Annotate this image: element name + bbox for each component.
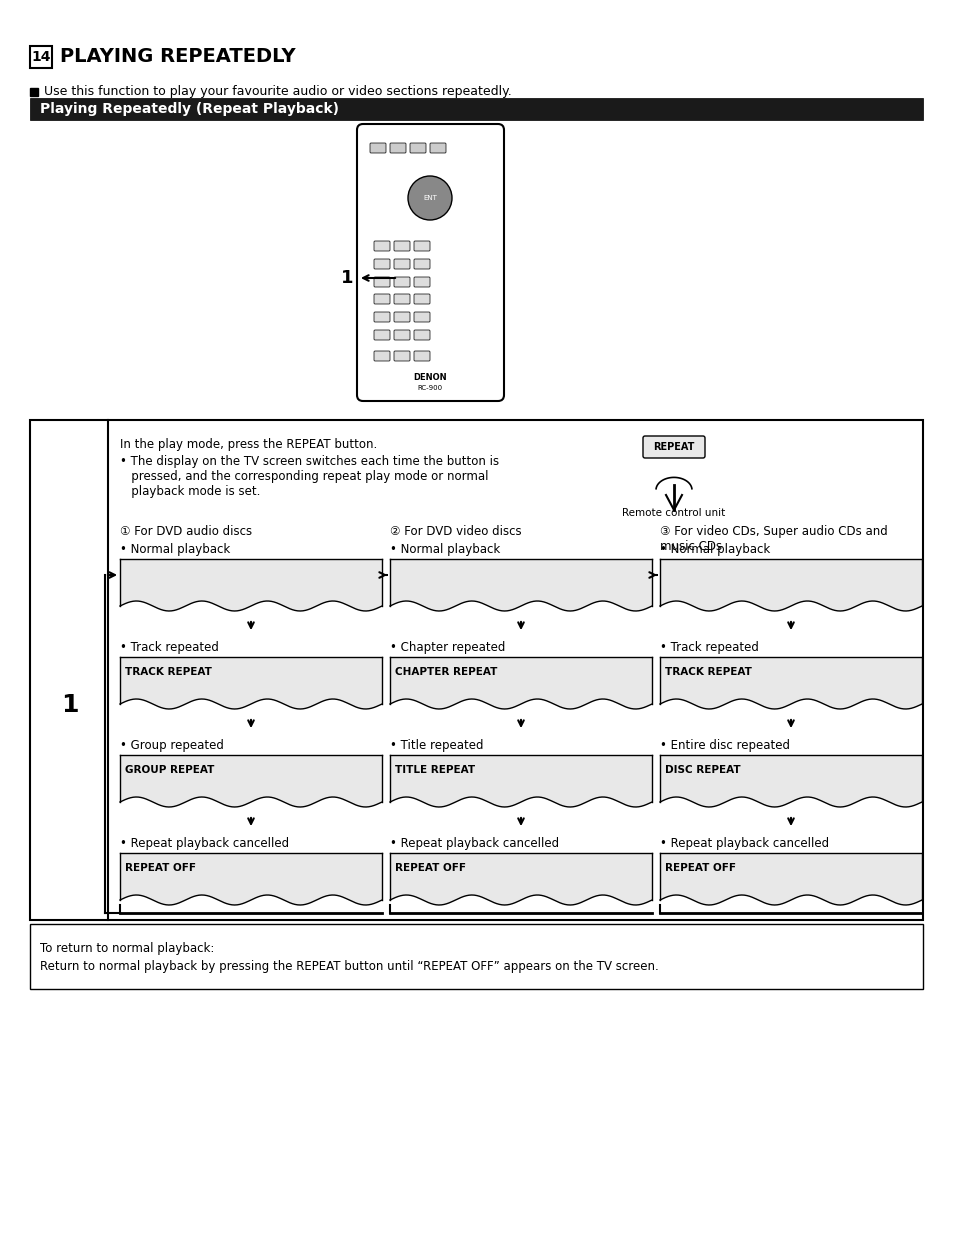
Polygon shape (120, 657, 381, 709)
Text: REPEAT OFF: REPEAT OFF (125, 863, 195, 873)
Text: • Chapter repeated: • Chapter repeated (390, 641, 505, 654)
Text: 1: 1 (340, 268, 353, 287)
Text: ENT: ENT (422, 195, 436, 200)
FancyBboxPatch shape (374, 277, 390, 287)
Polygon shape (390, 657, 651, 709)
FancyBboxPatch shape (356, 124, 503, 401)
FancyBboxPatch shape (414, 294, 430, 304)
FancyBboxPatch shape (394, 241, 410, 251)
FancyBboxPatch shape (370, 143, 386, 153)
FancyBboxPatch shape (414, 351, 430, 361)
Text: TRACK REPEAT: TRACK REPEAT (125, 667, 212, 677)
Text: REPEAT OFF: REPEAT OFF (395, 863, 465, 873)
Circle shape (408, 176, 452, 220)
Text: • Group repeated: • Group repeated (120, 738, 224, 752)
FancyBboxPatch shape (414, 241, 430, 251)
Text: 14: 14 (31, 49, 51, 64)
FancyBboxPatch shape (374, 351, 390, 361)
Polygon shape (390, 755, 651, 807)
Text: • Repeat playback cancelled: • Repeat playback cancelled (390, 837, 558, 850)
FancyBboxPatch shape (414, 330, 430, 340)
FancyBboxPatch shape (394, 312, 410, 322)
Text: Playing Repeatedly (Repeat Playback): Playing Repeatedly (Repeat Playback) (40, 101, 338, 116)
Polygon shape (659, 657, 921, 709)
FancyBboxPatch shape (374, 312, 390, 322)
Text: RC-900: RC-900 (417, 385, 442, 391)
FancyBboxPatch shape (394, 294, 410, 304)
Text: Remote control unit: Remote control unit (621, 508, 725, 518)
Text: • Normal playback: • Normal playback (390, 543, 499, 555)
Bar (30, 46, 52, 68)
FancyBboxPatch shape (394, 277, 410, 287)
Polygon shape (659, 854, 921, 905)
Text: To return to normal playback:: To return to normal playback: (40, 943, 214, 955)
Text: • Track repeated: • Track repeated (120, 641, 218, 654)
Text: 1: 1 (61, 693, 79, 717)
Bar (30, 88, 38, 96)
Bar (30, 98, 923, 120)
Text: DISC REPEAT: DISC REPEAT (664, 764, 740, 776)
FancyBboxPatch shape (394, 351, 410, 361)
Text: • Entire disc repeated: • Entire disc repeated (659, 738, 789, 752)
Text: Use this function to play your favourite audio or video sections repeatedly.: Use this function to play your favourite… (44, 85, 511, 99)
Text: • Title repeated: • Title repeated (390, 738, 483, 752)
Text: REPEAT OFF: REPEAT OFF (664, 863, 735, 873)
Text: • Track repeated: • Track repeated (659, 641, 758, 654)
Text: TRACK REPEAT: TRACK REPEAT (664, 667, 751, 677)
Text: In the play mode, press the REPEAT button.: In the play mode, press the REPEAT butto… (120, 438, 376, 452)
Polygon shape (659, 755, 921, 807)
FancyBboxPatch shape (374, 294, 390, 304)
Text: REPEAT: REPEAT (653, 442, 694, 452)
Bar (30, 421, 923, 920)
Text: Return to normal playback by pressing the REPEAT button until “REPEAT OFF” appea: Return to normal playback by pressing th… (40, 960, 659, 974)
FancyBboxPatch shape (414, 277, 430, 287)
Polygon shape (659, 559, 921, 611)
Text: • Normal playback: • Normal playback (659, 543, 769, 555)
Text: DENON: DENON (413, 374, 446, 382)
FancyBboxPatch shape (374, 241, 390, 251)
FancyBboxPatch shape (394, 259, 410, 268)
Text: ① For DVD audio discs: ① For DVD audio discs (120, 524, 252, 538)
FancyBboxPatch shape (374, 259, 390, 268)
Text: GROUP REPEAT: GROUP REPEAT (125, 764, 214, 776)
Text: CHAPTER REPEAT: CHAPTER REPEAT (395, 667, 497, 677)
Text: TITLE REPEAT: TITLE REPEAT (395, 764, 475, 776)
FancyBboxPatch shape (414, 259, 430, 268)
Text: • Normal playback: • Normal playback (120, 543, 230, 555)
FancyBboxPatch shape (642, 435, 704, 458)
Text: • Repeat playback cancelled: • Repeat playback cancelled (120, 837, 289, 850)
Text: PLAYING REPEATEDLY: PLAYING REPEATEDLY (60, 47, 295, 67)
Bar (30, 924, 923, 990)
FancyBboxPatch shape (394, 330, 410, 340)
FancyBboxPatch shape (390, 143, 406, 153)
Polygon shape (120, 755, 381, 807)
Text: ③ For video CDs, Super audio CDs and
music CDs: ③ For video CDs, Super audio CDs and mus… (659, 524, 887, 553)
FancyBboxPatch shape (410, 143, 426, 153)
Polygon shape (390, 559, 651, 611)
FancyBboxPatch shape (414, 312, 430, 322)
FancyBboxPatch shape (374, 330, 390, 340)
FancyBboxPatch shape (430, 143, 446, 153)
Polygon shape (120, 854, 381, 905)
Polygon shape (120, 559, 381, 611)
Text: • Repeat playback cancelled: • Repeat playback cancelled (659, 837, 828, 850)
Polygon shape (390, 854, 651, 905)
Text: ② For DVD video discs: ② For DVD video discs (390, 524, 521, 538)
Text: • The display on the TV screen switches each time the button is
   pressed, and : • The display on the TV screen switches … (120, 455, 498, 499)
